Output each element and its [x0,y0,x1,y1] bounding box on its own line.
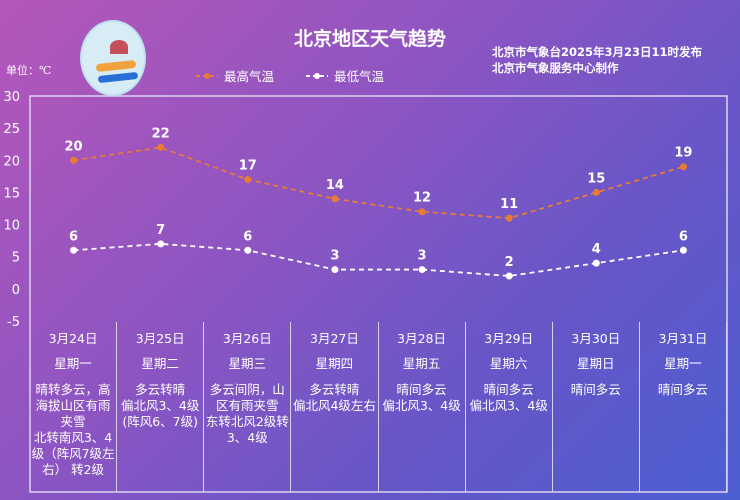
chart-title: 北京地区天气趋势 [293,28,446,50]
y-tick-label: 0 [12,283,20,298]
data-point [505,214,513,222]
data-label: 6 [69,229,78,244]
data-label: 15 [587,171,605,186]
data-point [592,188,600,196]
data-point [70,156,78,164]
day-date: 3月31日 [658,331,708,346]
legend-low: 最低气温 [306,66,384,85]
y-tick-label: 25 [3,122,20,137]
day-weekday: 星期日 [577,356,615,371]
data-label: 17 [239,159,257,174]
day-weekday: 星期三 [228,356,267,371]
day-column: 3月31日星期一晴间多云 [640,322,727,492]
y-tick-label: 10 [3,219,20,234]
y-tick-label: 30 [3,90,20,105]
data-label: 11 [500,197,518,212]
day-date: 3月29日 [484,331,534,346]
day-column: 3月28日星期五晴间多云 偏北风3、4级 [379,322,466,492]
day-date: 3月27日 [310,331,359,346]
day-conditions: 晴间多云 [570,382,621,397]
producer-line: 北京市气象服务中心制作 [492,61,619,75]
data-point [418,208,426,216]
series-line-low [73,242,684,277]
data-point [679,246,687,254]
data-point [331,266,339,274]
day-column: 3月26日星期三多云间阴，山区有雨夹雪 东转北风2级转3、4级 [204,322,292,492]
data-label: 22 [152,126,170,141]
legend-low-label: 最低气温 [334,69,385,84]
data-point [244,246,252,254]
day-column: 3月30日星期日晴间多云 [553,322,640,492]
legend-high-label: 最高气温 [224,69,275,84]
day-weekday: 星期四 [315,356,354,371]
day-conditions: 多云转晴 偏北风4级左右 [292,382,376,413]
day-conditions: 晴间多云 [657,382,708,397]
day-conditions: 晴间多云 偏北风3、4级 [382,382,461,413]
data-point [331,195,339,203]
day-date: 3月28日 [397,331,446,346]
data-label: 19 [674,146,692,161]
y-tick-label: -5 [7,315,20,330]
data-point [157,143,165,151]
data-label: 12 [413,191,431,206]
data-label: 3 [418,249,427,264]
day-column: 3月24日星期一晴转多云，高海拔山区有雨夹雪 北转南风3、4级（阵风7级左右） … [30,322,118,492]
y-tick-label: 15 [3,186,20,201]
day-date: 3月30日 [571,331,621,346]
data-label: 6 [679,229,688,244]
day-weekday: 星期五 [402,356,441,371]
publisher-info: 北京市气象台2025年3月23日11时发布 北京市气象服务中心制作 [492,44,702,76]
data-point [157,240,165,248]
day-conditions: 晴间多云 偏北风3、4级 [469,382,548,413]
data-point [418,266,426,274]
weather-service-logo [80,20,146,96]
data-point [592,259,600,267]
data-point [70,246,78,254]
data-label: 7 [156,223,165,238]
y-tick-label: 5 [12,251,20,266]
legend-high: 最高气温 [196,66,274,85]
day-conditions: 晴转多云，高海拔山区有雨夹雪 北转南风3、4级（阵风7级左右） 转2级 [31,382,115,477]
day-date: 3月25日 [135,331,185,346]
y-tick-label: 20 [3,154,20,169]
data-label: 20 [65,139,83,154]
data-label: 2 [505,255,514,270]
day-conditions: 多云转晴 偏北风3、4级(阵风6、7级) [120,382,200,429]
day-date: 3月24日 [48,331,98,346]
data-point [505,272,513,280]
publisher-line: 北京市气象台2025年3月23日11时发布 [492,45,703,59]
data-label: 3 [330,249,339,264]
chart-frame [29,95,728,493]
data-label: 6 [243,229,252,244]
unit-label: 单位：℃ [6,64,52,77]
data-point [244,176,252,184]
day-weekday: 星期六 [489,356,528,371]
day-column: 3月29日星期六晴间多云 偏北风3、4级 [466,322,553,492]
day-column: 3月25日星期二多云转晴 偏北风3、4级(阵风6、7级) [117,322,205,492]
series-line-high [73,146,684,220]
data-label: 14 [326,178,344,193]
day-conditions: 多云间阴，山区有雨夹雪 东转北风2级转3、4级 [205,382,289,445]
day-column: 3月27日星期四多云转晴 偏北风4级左右 [291,322,379,492]
data-label: 4 [592,242,601,257]
day-weekday: 星期二 [141,356,179,371]
day-weekday: 星期一 [54,356,92,371]
data-point [679,163,687,171]
day-weekday: 星期一 [664,356,702,371]
day-date: 3月26日 [222,331,272,346]
